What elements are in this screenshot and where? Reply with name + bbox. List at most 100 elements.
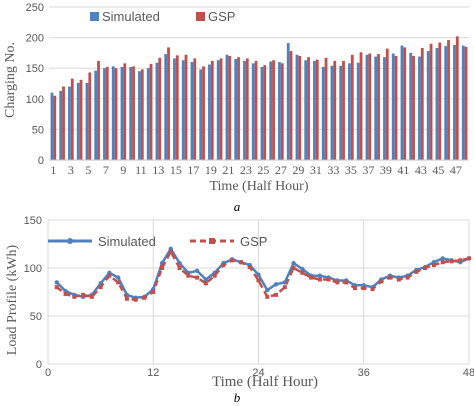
chart-a-bar-gsp	[62, 86, 65, 160]
chart-a-bar-gsp	[105, 66, 109, 160]
chart-a-bar-gsp	[403, 47, 407, 160]
chart-b-point-simulated	[300, 266, 305, 272]
chart-a-bar-simulated	[278, 62, 281, 160]
chart-a-bar-simulated	[435, 48, 439, 161]
chart-a-bar-gsp	[70, 78, 74, 160]
chart-a-bar-gsp	[158, 57, 162, 160]
chart-a-x-tick-label: 25	[257, 163, 269, 177]
chart-b-point-simulated	[194, 268, 200, 274]
chart-b-point-gsp	[467, 256, 471, 261]
chart-a-bar-simulated	[59, 90, 63, 160]
chart-a-x-tick-label: 21	[222, 163, 234, 177]
chart-a-bar-gsp	[79, 79, 83, 160]
chart-b-point-gsp	[142, 295, 147, 300]
chart-a-x-tick-label: 35	[345, 163, 357, 177]
chart-a-x-tick-label: 29	[292, 163, 304, 177]
chart-a-bar-simulated	[103, 68, 106, 160]
chart-b-point-gsp	[396, 277, 401, 282]
chart-a-bar-gsp	[219, 58, 223, 160]
chart-a-bar-gsp	[447, 40, 450, 160]
chart-b-y-axis-label: Load Profile (kWh)	[5, 244, 20, 355]
chart-a-bar-simulated	[68, 86, 71, 160]
chart-a-bar-gsp	[280, 63, 284, 160]
chart-a-bar-gsp	[289, 51, 293, 161]
chart-a-x-tick-label: 13	[152, 163, 164, 177]
chart-b-x-tick-label: 24	[252, 367, 264, 379]
chart-a-bar-simulated	[129, 66, 133, 160]
chart-a-bar-gsp	[263, 65, 267, 160]
chart-b-legend-label-simulated: Simulated	[98, 234, 156, 249]
chart-b-point-gsp	[405, 275, 410, 280]
chart-a-bar-gsp	[342, 60, 345, 160]
chart-a-bar-simulated	[94, 70, 98, 160]
chart-b-series-line-simulated	[55, 247, 470, 300]
chart-a-bar-simulated	[216, 60, 220, 160]
chart-a-bars	[50, 36, 468, 161]
chart-a-bar-gsp	[412, 55, 415, 160]
chart-a-bar-simulated	[321, 66, 325, 160]
chart-a-y-tick-label: 50	[32, 124, 44, 136]
chart-b-point-gsp	[352, 286, 357, 291]
chart-b-point-gsp	[388, 275, 393, 280]
chart-b-point-gsp	[440, 260, 445, 265]
chart-a-x-tick-labels: 1 3 5 7 9 11 13 15 17 19 21 23 25 27 29 31 33 35 37 39 41 43 4…	[50, 163, 462, 177]
chart-a-y-axis-label: Charging No.	[3, 42, 18, 118]
chart-a-bar-gsp	[272, 60, 275, 160]
chart-a-x-tick-label: 31	[310, 163, 322, 177]
chart-a-bar-simulated	[225, 54, 229, 160]
chart-b-point-gsp	[238, 260, 243, 265]
chart-a-y-tick-label: 250	[26, 2, 44, 14]
chart-a-bar-simulated	[348, 63, 351, 160]
chart-a-bar-simulated	[181, 60, 185, 160]
chart-a-bar-simulated	[453, 44, 456, 160]
chart-b-point-simulated	[291, 261, 296, 266]
chart-b-point-gsp	[168, 249, 173, 254]
chart-a-bar-simulated	[444, 46, 448, 160]
chart-a-bar-gsp	[307, 57, 310, 160]
chart-a-bar-gsp	[394, 55, 398, 160]
chart-a-bar-simulated	[304, 60, 308, 160]
chart-a-x-tick-label: 41	[397, 163, 409, 177]
chart-a-bar-simulated	[164, 54, 168, 160]
chart-a-x-tick-label: 11	[135, 163, 147, 177]
chart-a-x-tick-label: 15	[170, 163, 182, 177]
chart-a-legend-swatch-simulated	[90, 12, 99, 21]
chart-b-point-gsp	[247, 265, 252, 270]
chart-b-point-gsp	[98, 285, 103, 290]
chart-b-point-gsp	[230, 258, 235, 263]
chart-a-bar-simulated	[295, 54, 299, 160]
chart-a-bar-simulated	[286, 43, 290, 160]
chart-b-legend: Simulated GSP	[48, 234, 267, 249]
chart-a-bar-gsp	[324, 57, 328, 160]
chart-b-point-gsp	[431, 263, 436, 268]
chart-b-point-gsp	[72, 294, 77, 299]
chart-b-point-simulated	[440, 256, 445, 261]
chart-b-y-tick-label: 150	[24, 215, 42, 227]
chart-a-bar-gsp	[193, 58, 197, 160]
chart-a-x-tick-label: 43	[415, 163, 427, 177]
chart-b-point-gsp	[151, 290, 156, 294]
chart-b-point-simulated	[265, 287, 270, 293]
chart-a-bar-gsp	[438, 42, 442, 160]
chart-a-x-tick-label: 7	[103, 163, 109, 177]
chart-b-point-gsp	[361, 286, 366, 291]
chart-b-legend-label-gsp: GSP	[240, 234, 267, 249]
chart-a-bar-simulated	[356, 62, 360, 160]
chart-a-bar-gsp	[254, 60, 258, 160]
chart-a-legend-label-gsp: GSP	[208, 9, 235, 24]
chart-a-bar-gsp	[455, 36, 459, 160]
chart-a-bar-simulated	[50, 92, 54, 160]
chart-b-point-gsp	[221, 263, 226, 268]
chart-b-y-tick-labels: 0 50 100 150	[24, 215, 42, 371]
chart-b-point-gsp	[282, 285, 287, 290]
chart-b-point-gsp	[291, 266, 296, 270]
chart-a-legend-label-simulated: Simulated	[102, 9, 160, 24]
chart-a-bar-gsp	[298, 55, 302, 160]
chart-a-bar-gsp	[315, 59, 319, 160]
chart-b-point-gsp	[89, 294, 94, 299]
chart-b-point-gsp	[449, 259, 454, 264]
chart-b-point-gsp	[309, 275, 314, 280]
chart-b-point-gsp	[133, 297, 138, 302]
